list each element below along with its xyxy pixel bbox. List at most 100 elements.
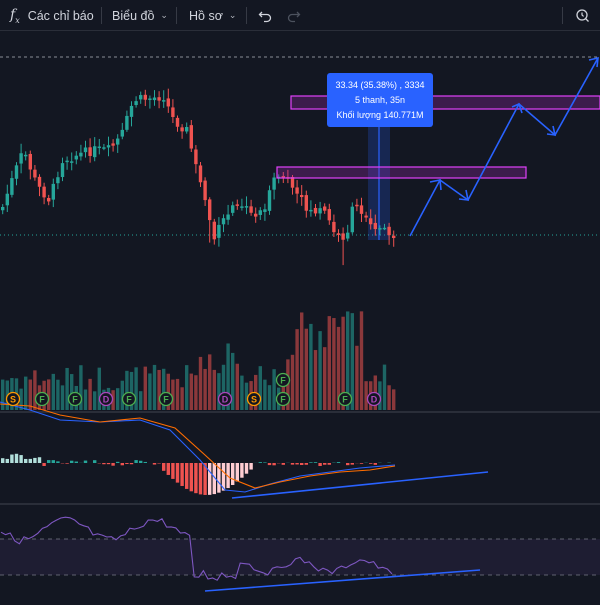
candle-body xyxy=(332,222,335,232)
candle-body xyxy=(392,236,395,238)
macd-histogram-bar xyxy=(47,460,50,463)
event-marker-financials[interactable]: F xyxy=(339,393,352,406)
event-marker-financials[interactable]: F xyxy=(36,393,49,406)
candle-body xyxy=(1,207,4,210)
candle-body xyxy=(305,195,308,211)
volume-bar xyxy=(272,369,275,410)
volume-bar xyxy=(153,365,156,410)
pane-separator[interactable] xyxy=(0,411,600,413)
profile-dropdown[interactable]: Hồ sơ ⌄ xyxy=(189,0,236,31)
candle-body xyxy=(213,222,216,240)
volume-bar xyxy=(176,379,179,410)
event-marker-split[interactable]: S xyxy=(248,393,261,406)
candle-body xyxy=(116,139,119,145)
pane-separator[interactable] xyxy=(0,503,600,505)
volume-bar xyxy=(139,391,142,410)
event-marker-label: F xyxy=(342,395,348,405)
volume-bar xyxy=(24,377,27,410)
candle-body xyxy=(383,228,386,230)
macd-histogram-bar xyxy=(153,463,156,465)
macd-histogram-bar xyxy=(300,463,303,465)
event-marker-label: F xyxy=(126,395,132,405)
candle-body xyxy=(157,97,160,100)
volume-bar xyxy=(180,387,183,410)
macd-divergence-line[interactable] xyxy=(232,472,488,498)
macd-histogram-bar xyxy=(208,463,211,495)
event-marker-financials[interactable]: F xyxy=(123,393,136,406)
candle-body xyxy=(171,107,174,117)
volume-bar xyxy=(93,391,96,410)
candle-body xyxy=(134,101,137,105)
candle-body xyxy=(355,205,358,207)
indicators-label: Các chỉ báo xyxy=(28,9,94,23)
toolbar-divider xyxy=(101,7,102,24)
projection-path[interactable] xyxy=(410,58,598,236)
event-marker-financials[interactable]: F xyxy=(160,393,173,406)
event-marker-financials[interactable]: F xyxy=(277,393,290,406)
indicators-button[interactable]: fx Các chỉ báo xyxy=(10,0,94,31)
candle-body xyxy=(65,161,68,163)
volume-bar xyxy=(392,389,395,410)
macd-histogram-bar xyxy=(199,463,202,494)
undo-button[interactable] xyxy=(258,0,272,31)
candle-body xyxy=(374,223,377,229)
candle-body xyxy=(148,98,151,100)
candle-body xyxy=(180,127,183,131)
volume-bar xyxy=(203,369,206,410)
event-marker-dividend[interactable]: D xyxy=(100,393,113,406)
volume-bar xyxy=(208,354,211,410)
event-marker-dividend[interactable]: D xyxy=(368,393,381,406)
macd-histogram-bar xyxy=(337,462,340,463)
event-marker-financials[interactable]: F xyxy=(69,393,82,406)
event-marker-financials[interactable]: F xyxy=(277,374,290,387)
chart-type-dropdown[interactable]: Biểu đồ ⌄ xyxy=(112,0,168,31)
volume-bar xyxy=(217,373,220,410)
volume-bar xyxy=(364,381,367,410)
macd-histogram-bar xyxy=(328,463,331,465)
redo-button[interactable] xyxy=(287,0,301,31)
volume-bar xyxy=(213,370,216,410)
volume-bar xyxy=(88,379,91,410)
volume-bar xyxy=(387,385,390,410)
volume-bar xyxy=(328,316,331,410)
candle-body xyxy=(259,210,262,215)
macd-histogram-bar xyxy=(282,463,285,465)
volume-bar xyxy=(309,324,312,410)
macd-histogram-bar xyxy=(236,463,239,482)
macd-histogram-bar xyxy=(65,463,68,464)
resistance-zone-lower[interactable] xyxy=(277,167,526,178)
projection-arrows[interactable] xyxy=(410,58,598,236)
macd-histogram-bar xyxy=(116,462,119,463)
candle-body xyxy=(268,190,271,211)
candle-body xyxy=(217,225,220,238)
quick-search-button[interactable] xyxy=(575,0,591,31)
candle-body xyxy=(387,227,390,235)
volume-bar xyxy=(65,368,68,410)
candle-body xyxy=(272,178,275,190)
macd-histogram-bar xyxy=(314,462,317,463)
candle-body xyxy=(88,147,91,156)
macd-histogram-bar xyxy=(1,458,4,463)
event-marker-dividend[interactable]: D xyxy=(219,393,232,406)
candle-body xyxy=(360,205,363,213)
measure-tooltip: 33.34 (35.38%) , 3334 5 thanh, 35n Khối … xyxy=(327,73,433,127)
candle-body xyxy=(162,100,165,102)
candle-body xyxy=(70,161,73,163)
candle-body xyxy=(249,206,252,212)
volume-bar xyxy=(52,374,55,410)
candle-body xyxy=(24,155,27,157)
volume-bar xyxy=(190,374,193,410)
candle-body xyxy=(240,206,243,208)
event-marker-label: S xyxy=(10,395,16,405)
event-marker-split[interactable]: S xyxy=(7,393,20,406)
macd-histogram-bar xyxy=(291,463,294,465)
macd-histogram-bar xyxy=(231,463,234,485)
candle-body xyxy=(291,177,294,188)
volume-bar xyxy=(84,389,87,410)
event-marker-label: F xyxy=(39,395,45,405)
toolbar-divider xyxy=(246,7,247,24)
candle-body xyxy=(254,214,257,217)
candle-body xyxy=(236,204,239,206)
